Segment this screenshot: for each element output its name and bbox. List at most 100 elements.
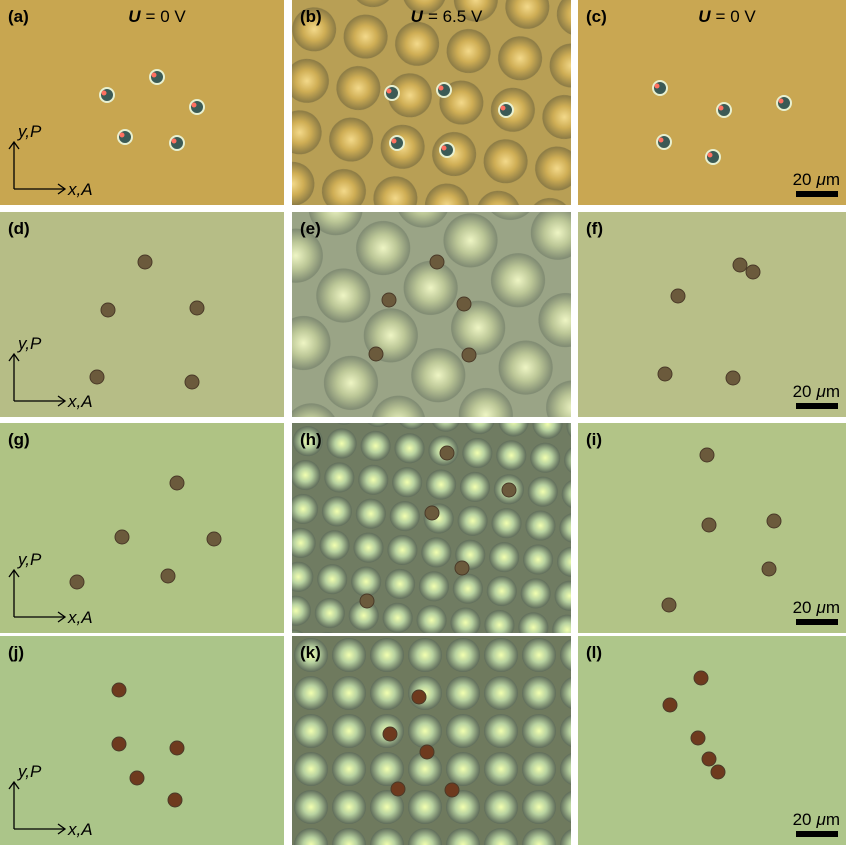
particle xyxy=(767,514,781,528)
micrograph xyxy=(0,212,284,417)
particle xyxy=(657,135,671,149)
particle-glint xyxy=(102,91,107,96)
axis-label-y: y,P xyxy=(17,762,42,781)
particle xyxy=(777,96,791,110)
particle xyxy=(90,370,104,384)
particle xyxy=(170,136,184,150)
particle xyxy=(115,530,129,544)
particle xyxy=(207,532,221,546)
panel-label: (k) xyxy=(300,643,321,662)
particle-glint xyxy=(779,99,784,104)
particle xyxy=(391,782,405,796)
axis-label-y: y,P xyxy=(17,550,42,569)
particle xyxy=(420,745,434,759)
particle xyxy=(662,598,676,612)
particle-glint xyxy=(442,146,447,151)
particle-glint xyxy=(172,139,177,144)
particle xyxy=(462,348,476,362)
voltage-text: = 0 V xyxy=(146,7,187,26)
micrograph xyxy=(292,636,571,845)
panel-label: (c) xyxy=(586,7,607,26)
particle xyxy=(499,103,513,117)
particle xyxy=(170,476,184,490)
scale-number: 20 xyxy=(793,598,812,617)
particle xyxy=(185,375,199,389)
voltage: U= 6.5 V xyxy=(411,7,483,26)
axis-label-x: x,A xyxy=(67,608,93,627)
particle xyxy=(502,483,516,497)
particle xyxy=(726,371,740,385)
particle xyxy=(130,771,144,785)
particle xyxy=(190,100,204,114)
particle-glint xyxy=(152,73,157,78)
panel: (d)y,Px,A xyxy=(0,212,284,417)
particle xyxy=(112,683,126,697)
particle xyxy=(653,81,667,95)
panel-label: (i) xyxy=(586,430,602,449)
scale-bar xyxy=(796,403,838,409)
particle-glint xyxy=(719,106,724,111)
particle xyxy=(161,569,175,583)
particle xyxy=(702,752,716,766)
particle xyxy=(702,518,716,532)
particle-glint xyxy=(708,153,713,158)
particle xyxy=(100,88,114,102)
voltage: U = 0 V xyxy=(128,7,186,26)
particle xyxy=(383,727,397,741)
particle xyxy=(671,289,685,303)
voltage-text: = 0 V xyxy=(716,7,757,26)
particle xyxy=(691,731,705,745)
particle xyxy=(457,297,471,311)
particle xyxy=(385,86,399,100)
axis-label-x: x,A xyxy=(67,820,93,839)
particle xyxy=(360,594,374,608)
voltage: U= 0 V xyxy=(698,7,756,26)
scale-number: 20 xyxy=(793,170,812,189)
particle xyxy=(425,506,439,520)
scale-label: 20μm xyxy=(793,810,840,829)
particle xyxy=(118,130,132,144)
scale-unit: m xyxy=(826,598,840,617)
particle-glint xyxy=(655,84,660,89)
panel-label: (b) xyxy=(300,7,322,26)
scale-bar xyxy=(796,619,838,625)
panel-label: (e) xyxy=(300,219,321,238)
panel: (j)y,Px,A xyxy=(0,636,284,845)
panel-label: (d) xyxy=(8,219,30,238)
particle xyxy=(430,255,444,269)
particle xyxy=(700,448,714,462)
particle xyxy=(190,301,204,315)
panel: (l)20μm xyxy=(578,636,846,845)
scale-unit: m xyxy=(826,810,840,829)
particle xyxy=(440,446,454,460)
particle-glint xyxy=(501,106,506,111)
particle xyxy=(746,265,760,279)
micrograph xyxy=(0,423,284,633)
panel-label: (g) xyxy=(8,430,30,449)
axis-label-y: y,P xyxy=(17,122,42,141)
particle-glint xyxy=(659,138,664,143)
particle xyxy=(70,575,84,589)
particle xyxy=(455,561,469,575)
particle xyxy=(101,303,115,317)
particle xyxy=(112,737,126,751)
particle xyxy=(168,793,182,807)
micrograph xyxy=(292,423,571,633)
panel: (k) xyxy=(292,636,571,845)
voltage-text: = 6.5 V xyxy=(428,7,483,26)
axis-label-x: x,A xyxy=(67,180,93,199)
scale-unit: m xyxy=(826,382,840,401)
panel: (b) U= 6.5 V xyxy=(292,0,571,205)
particle xyxy=(717,103,731,117)
panel-label: (h) xyxy=(300,430,322,449)
particle xyxy=(711,765,725,779)
panel-label: (a) xyxy=(8,7,29,26)
particle xyxy=(390,136,404,150)
scale-unit: m xyxy=(826,170,840,189)
voltage-symbol: U xyxy=(128,7,141,26)
axis-label-y: y,P xyxy=(17,334,42,353)
micrograph xyxy=(0,636,284,845)
